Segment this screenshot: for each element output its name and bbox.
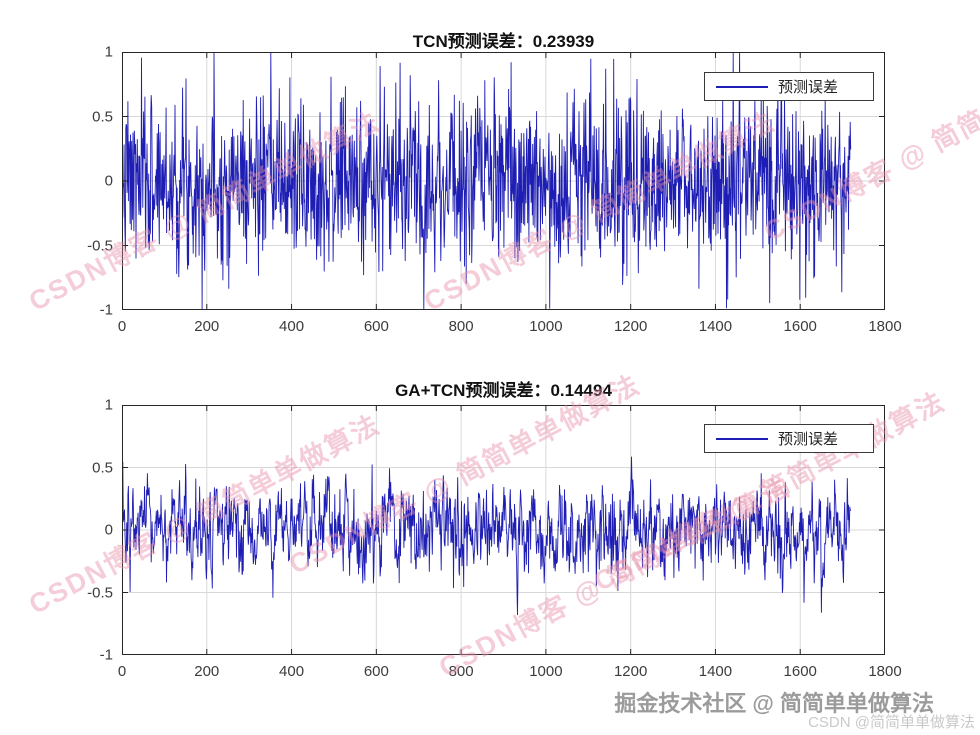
legend-line-sample <box>716 437 768 440</box>
x-tick-label: 1200 <box>613 318 648 335</box>
error-line-series <box>122 456 852 616</box>
y-tick-label: -0.5 <box>87 584 113 601</box>
subplot2-title: GA+TCN预测误差：0.14494 <box>395 381 612 400</box>
x-tick-label: 1200 <box>613 663 648 680</box>
legend-line-sample <box>716 85 768 88</box>
footer-watermark-csdn: CSDN @简简单单做算法 <box>808 714 975 731</box>
y-tick-label: 0 <box>104 521 113 539</box>
x-tick-label: 0 <box>117 663 127 680</box>
y-tick-label: 0.5 <box>92 108 113 125</box>
legend-label: 预测误差 <box>778 79 839 96</box>
x-tick-label: 800 <box>448 318 474 335</box>
y-tick-label: 0 <box>104 172 113 190</box>
x-tick-label: 1400 <box>698 663 733 680</box>
y-tick-label: -1 <box>99 301 113 319</box>
x-tick-label: 600 <box>363 318 389 335</box>
x-tick-label: 1600 <box>783 318 817 335</box>
plot-area-2 <box>122 405 885 655</box>
footer-watermark-juejin: 掘金技术社区 @ 简简单单做算法 <box>614 691 934 716</box>
subplot1-title: TCN预测误差：0.23939 <box>412 32 595 51</box>
legend-label: 预测误差 <box>778 431 839 448</box>
y-tick-label: 1 <box>104 43 113 61</box>
x-tick-label: 1000 <box>529 318 563 335</box>
error-line-series <box>122 52 852 310</box>
subplot2-legend: 预测误差 <box>704 424 874 453</box>
x-tick-label: 400 <box>279 318 305 335</box>
x-tick-label: 1800 <box>868 663 902 680</box>
y-tick-label: 0.5 <box>92 459 113 476</box>
x-tick-label: 1000 <box>529 663 563 680</box>
x-tick-label: 200 <box>194 318 220 335</box>
y-tick-label: -0.5 <box>87 237 113 254</box>
subplot1-legend: 预测误差 <box>704 72 874 101</box>
x-tick-label: 600 <box>363 663 389 680</box>
x-tick-label: 1600 <box>783 663 817 680</box>
x-tick-label: 400 <box>279 663 305 680</box>
y-tick-label: 1 <box>104 396 113 414</box>
x-tick-label: 800 <box>448 663 474 680</box>
y-tick-label: -1 <box>99 646 113 664</box>
x-tick-label: 0 <box>117 318 127 335</box>
x-tick-label: 1400 <box>698 318 733 335</box>
x-tick-label: 1800 <box>868 318 902 335</box>
x-tick-label: 200 <box>194 663 220 680</box>
